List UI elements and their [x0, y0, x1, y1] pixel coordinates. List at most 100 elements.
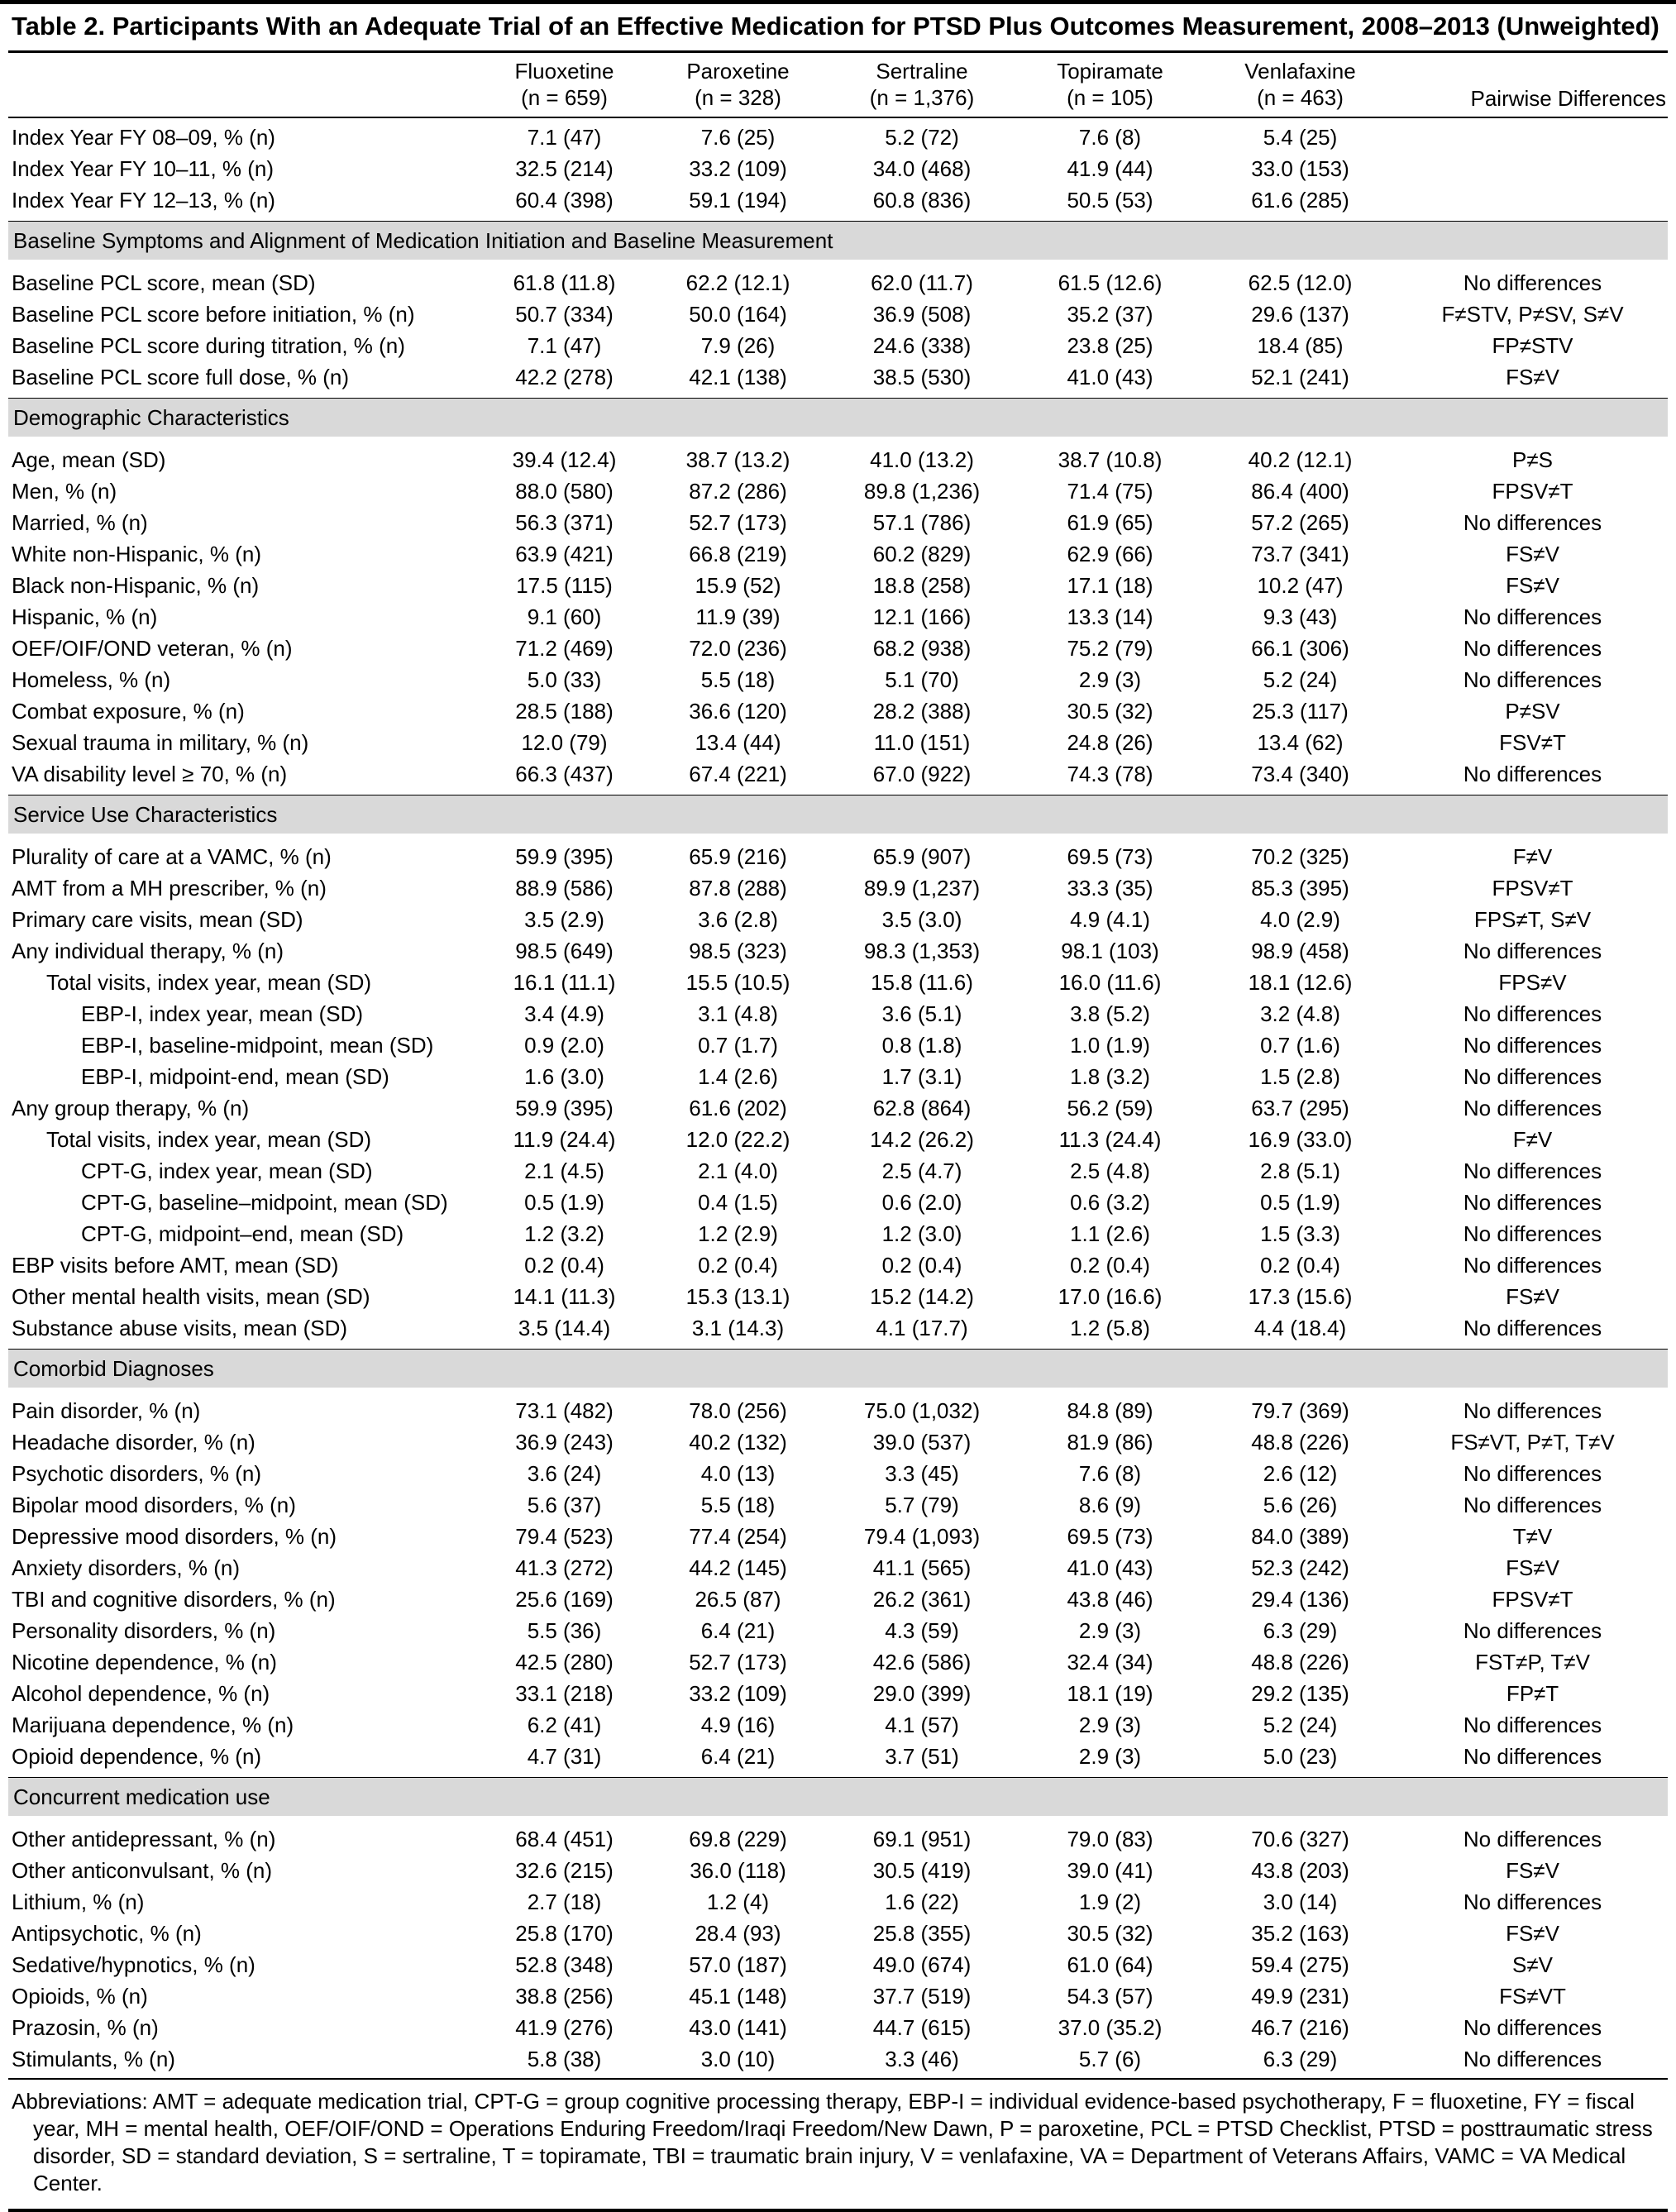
table-row: Other mental health visits, mean (SD) 14.… — [8, 1281, 1668, 1312]
cell-value: 0.6 (3.2) — [1070, 1190, 1150, 1215]
pairwise-difference-value: FPS≠V — [1498, 970, 1567, 995]
cell-value: 29.4 (136) — [1251, 1587, 1349, 1612]
cell-value: 1.8 (3.2) — [1070, 1064, 1150, 1089]
cell-value: 7.6 (8) — [1078, 125, 1142, 150]
row-label: Sexual trauma in military, % (n) — [12, 730, 309, 755]
cell-value: 1.5 (2.8) — [1260, 1064, 1340, 1089]
cell-value: 1.2 (3.2) — [524, 1221, 604, 1246]
table-row: CPT-G, baseline–midpoint, mean (SD) 0.5 (… — [8, 1187, 1668, 1218]
pairwise-difference-value: FS≠V — [1506, 1284, 1559, 1309]
pairwise-difference-value: No differences — [1463, 1744, 1602, 1769]
cell-value: 14.1 (11.3) — [513, 1284, 616, 1309]
cell-value: 41.9 (44) — [1067, 156, 1153, 181]
row-label: Index Year FY 12–13, % (n) — [12, 188, 275, 213]
pairwise-difference-value: FPSV≠T — [1492, 1587, 1573, 1612]
cell-value: 72.0 (236) — [689, 636, 787, 661]
cell-value: 42.1 (138) — [689, 365, 787, 389]
drug-column-header: Fluoxetine (n = 659) — [480, 53, 649, 118]
cell-value: 26.2 (361) — [872, 1587, 972, 1612]
cell-value: 77.4 (254) — [689, 1524, 787, 1549]
cell-value: 5.0 (23) — [1263, 1744, 1338, 1769]
pairwise-difference-value: FS≠V — [1506, 573, 1559, 598]
cell-value: 2.5 (4.7) — [881, 1159, 962, 1183]
pairwise-difference-value — [1397, 184, 1668, 216]
cell-value: 35.2 (163) — [1251, 1921, 1349, 1946]
cell-value: 1.6 (22) — [885, 1890, 959, 1914]
pairwise-difference-value: No differences — [1463, 1096, 1602, 1120]
pairwise-difference-value: No differences — [1463, 510, 1602, 535]
cell-value: 98.3 (1,353) — [863, 939, 981, 963]
pairwise-difference-value: S≠V — [1512, 1952, 1553, 1977]
cell-value: 33.2 (109) — [689, 1681, 787, 1706]
drug-sample-size: (n = 1,376) — [869, 85, 975, 110]
pairwise-difference-value: No differences — [1463, 1221, 1602, 1246]
cell-value: 3.3 (46) — [885, 2047, 959, 2071]
cell-value: 69.5 (73) — [1067, 1524, 1153, 1549]
cell-value: 2.1 (4.5) — [524, 1159, 604, 1183]
cell-value: 4.0 (2.9) — [1260, 907, 1340, 932]
cell-value: 17.3 (15.6) — [1248, 1284, 1353, 1309]
cell-value: 24.6 (338) — [872, 333, 972, 358]
cell-value: 41.0 (43) — [1067, 365, 1153, 389]
cell-value: 69.8 (229) — [689, 1827, 787, 1851]
cell-value: 13.4 (44) — [695, 730, 781, 755]
cell-value: 87.2 (286) — [689, 479, 787, 504]
cell-value: 62.5 (12.0) — [1248, 270, 1353, 295]
pairwise-difference-value: No differences — [1463, 1493, 1602, 1517]
cell-value: 15.3 (13.1) — [685, 1284, 790, 1309]
cell-value: 29.2 (135) — [1251, 1681, 1349, 1706]
cell-value: 17.0 (16.6) — [1058, 1284, 1163, 1309]
row-label: Sedative/hypnotics, % (n) — [12, 1952, 255, 1977]
cell-value: 73.7 (341) — [1251, 542, 1349, 566]
cell-value: 38.7 (10.8) — [1058, 447, 1163, 472]
cell-value: 37.0 (35.2) — [1058, 2015, 1163, 2040]
cell-value: 54.3 (57) — [1067, 1984, 1153, 2009]
table-row: Plurality of care at a VAMC, % (n) 59.9 (… — [8, 838, 1668, 872]
pairwise-difference-value — [1397, 117, 1668, 153]
table-row: OEF/OIF/OND veteran, % (n) 71.2 (469) 72.0… — [8, 633, 1668, 664]
cell-value: 5.6 (37) — [527, 1493, 602, 1517]
cell-value: 66.1 (306) — [1251, 636, 1349, 661]
cell-value: 67.0 (922) — [872, 762, 972, 786]
cell-value: 7.9 (26) — [700, 333, 776, 358]
cell-value: 61.5 (12.6) — [1058, 270, 1163, 295]
section-header: Demographic Characteristics — [8, 398, 1668, 437]
cell-value: 7.1 (47) — [527, 333, 602, 358]
cell-value: 5.2 (72) — [885, 125, 959, 150]
cell-value: 0.5 (1.9) — [524, 1190, 604, 1215]
cell-value: 32.4 (34) — [1067, 1650, 1153, 1675]
cell-value: 1.0 (1.9) — [1070, 1033, 1150, 1058]
cell-value: 7.1 (47) — [527, 125, 602, 150]
cell-value: 28.2 (388) — [872, 699, 972, 724]
cell-value: 1.2 (4) — [706, 1890, 770, 1914]
cell-value: 71.4 (75) — [1067, 479, 1153, 504]
pairwise-difference-value: No differences — [1463, 1618, 1602, 1643]
pairwise-difference-value: No differences — [1463, 2047, 1602, 2071]
table-row: Baseline PCL score, mean (SD) 61.8 (11.8)… — [8, 264, 1668, 299]
row-label: Personality disorders, % (n) — [12, 1618, 276, 1643]
cell-value: 29.0 (399) — [872, 1681, 972, 1706]
cell-value: 6.3 (29) — [1263, 1618, 1338, 1643]
cell-value: 6.4 (21) — [700, 1744, 776, 1769]
cell-value: 50.7 (334) — [515, 302, 614, 327]
pairwise-difference-value: No differences — [1463, 1064, 1602, 1089]
pairwise-difference-value: No differences — [1463, 1890, 1602, 1914]
section-header: Baseline Symptoms and Alignment of Medic… — [8, 221, 1668, 260]
cell-value: 33.1 (218) — [515, 1681, 614, 1706]
row-label: Marijuana dependence, % (n) — [12, 1713, 294, 1737]
cell-value: 65.9 (907) — [872, 844, 972, 869]
cell-value: 62.9 (66) — [1067, 542, 1153, 566]
cell-value: 0.9 (2.0) — [524, 1033, 604, 1058]
table-row: Lithium, % (n) 2.7 (18) 1.2 (4) 1.6 (22) 1.9… — [8, 1886, 1668, 1918]
cell-value: 68.2 (938) — [872, 636, 972, 661]
cell-value: 39.4 (12.4) — [512, 447, 617, 472]
cell-value: 3.6 (2.8) — [698, 907, 778, 932]
cell-value: 63.7 (295) — [1251, 1096, 1349, 1120]
row-label: Depressive mood disorders, % (n) — [12, 1524, 337, 1549]
cell-value: 14.2 (26.2) — [870, 1127, 974, 1152]
drug-name: Venlafaxine — [1244, 59, 1356, 84]
cell-value: 60.8 (836) — [872, 188, 972, 213]
cell-value: 60.2 (829) — [872, 542, 972, 566]
table-row: Total visits, index year, mean (SD) 11.9 … — [8, 1124, 1668, 1155]
cell-value: 12.1 (166) — [872, 604, 972, 629]
